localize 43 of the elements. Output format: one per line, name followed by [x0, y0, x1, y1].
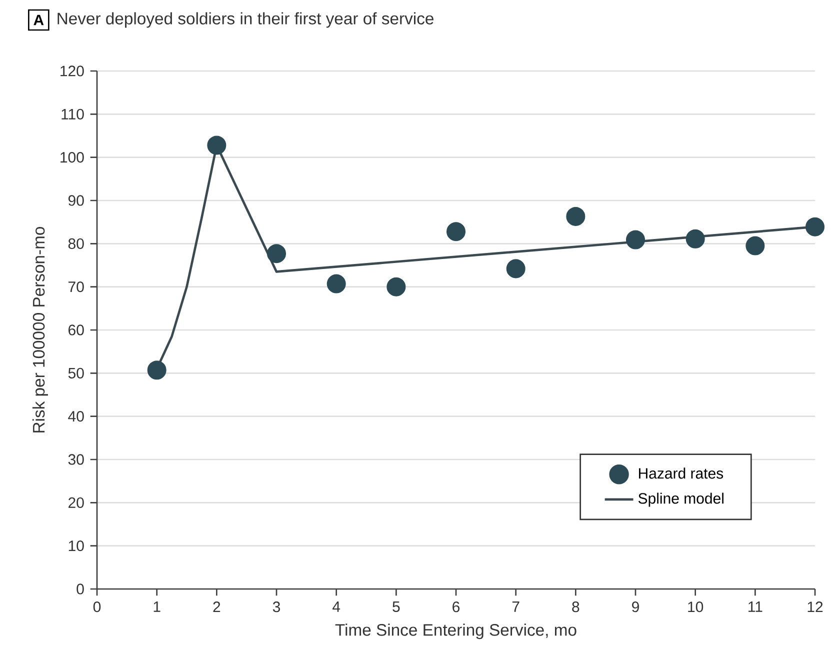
point — [386, 277, 406, 296]
y-tick-label: 60 — [68, 324, 84, 336]
y-tick-label: 90 — [68, 195, 84, 206]
y-tick-label: 10 — [68, 540, 84, 552]
y-tick-label: 50 — [68, 368, 84, 378]
y-tick-label: 120 — [60, 66, 84, 76]
point — [326, 274, 346, 294]
point — [207, 136, 226, 155]
y-tick-label: 40 — [68, 411, 84, 422]
x-tick-label: 3 — [272, 602, 280, 612]
point — [267, 244, 286, 264]
point — [147, 360, 166, 380]
x-tick-label: 9 — [632, 602, 639, 612]
x-tick-label: 1 — [154, 602, 160, 612]
y-tick-label: 110 — [62, 108, 84, 120]
x-tick-label: 4 — [332, 602, 340, 612]
x-tick-label: 10 — [688, 602, 704, 612]
x-tick-label: 0 — [93, 602, 101, 612]
x-tick-label: 2 — [213, 602, 220, 612]
x-tick-label: 7 — [512, 602, 520, 612]
y-tick-label: 70 — [68, 282, 84, 292]
x-tick-label: 11 — [748, 602, 762, 612]
legend-label: Hazard rates — [638, 468, 724, 479]
point — [626, 230, 646, 250]
point — [446, 222, 466, 242]
x-tick-label: 5 — [392, 602, 400, 612]
y-axis-title: Risk per 100000 Person-mo — [32, 226, 48, 432]
y-tick-label: 30 — [68, 454, 84, 465]
text: A — [34, 14, 44, 26]
x-tick-label: 12 — [808, 602, 823, 612]
point — [566, 206, 586, 226]
y-tick-label: 20 — [68, 497, 84, 508]
point — [746, 236, 765, 256]
y-tick-label: 80 — [68, 238, 84, 249]
y-tick-label: 0 — [76, 584, 84, 594]
point — [506, 259, 526, 278]
chart-title: Never deployed soldiers in their first year of service — [58, 12, 434, 28]
legend-label: Spline model — [638, 492, 724, 507]
x-axis-title: Time Since Entering Service, mo — [335, 624, 576, 640]
y-tick-label: 100 — [60, 152, 84, 163]
x-tick-label: 8 — [572, 602, 580, 612]
point — [686, 229, 705, 248]
x-tick-label: 6 — [452, 602, 460, 612]
